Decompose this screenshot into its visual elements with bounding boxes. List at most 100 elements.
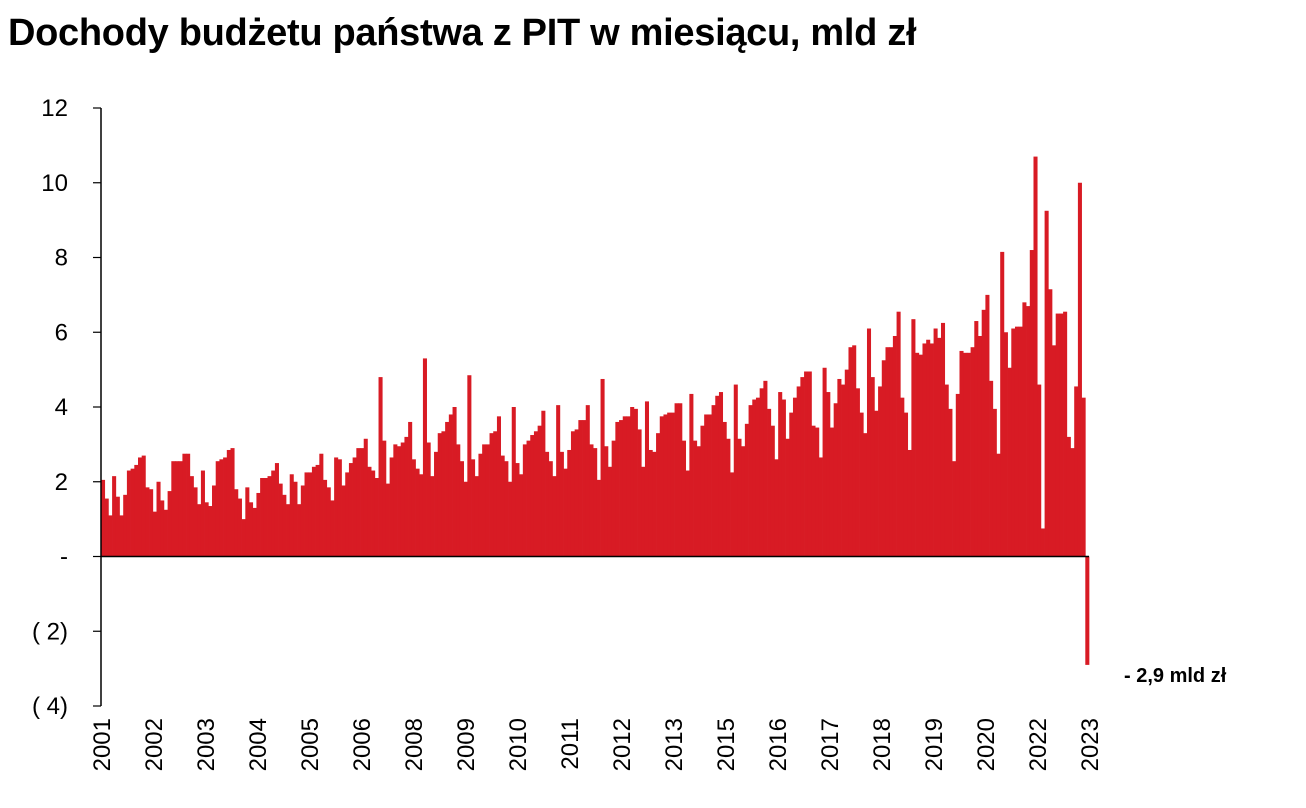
bar: [145, 487, 150, 557]
bar: [1059, 313, 1064, 557]
x-tick-label: 2001: [89, 718, 116, 771]
bar: [415, 468, 420, 557]
y-tick-label: 4: [55, 394, 68, 421]
bar: [733, 384, 738, 557]
bar: [297, 504, 302, 557]
bar: [633, 408, 638, 557]
bar: [596, 479, 601, 557]
bar: [989, 380, 994, 557]
x-tick-label: 2018: [869, 718, 896, 771]
bar: [926, 339, 931, 557]
bar: [474, 476, 479, 557]
bar: [552, 476, 557, 557]
x-tick-label: 2017: [817, 718, 844, 771]
bar: [974, 321, 979, 557]
bar: [378, 377, 383, 557]
y-tick-label: 12: [41, 95, 68, 122]
bar: [741, 446, 746, 557]
y-tick-label: 10: [41, 170, 68, 197]
bar: [755, 397, 761, 557]
bar: [781, 399, 786, 557]
bar: [108, 515, 113, 557]
bar: [559, 451, 564, 557]
bar: [175, 461, 180, 557]
bar: [855, 388, 860, 557]
bar: [996, 453, 1001, 557]
bar: [977, 335, 983, 557]
bar: [718, 392, 724, 557]
bar: [1077, 182, 1082, 557]
bar: [519, 474, 524, 557]
bar: [241, 519, 246, 557]
bar: [437, 433, 442, 557]
bar: [352, 457, 357, 557]
bar: [948, 408, 953, 557]
y-tick-label: ( 2): [32, 618, 68, 645]
bar: [119, 515, 124, 557]
bar: [881, 360, 886, 557]
bar: [604, 446, 609, 557]
bar: [434, 451, 439, 557]
bar: [1070, 448, 1075, 557]
bar: [178, 461, 183, 557]
bar: [848, 347, 853, 557]
bar: [915, 352, 920, 557]
y-tick-label: 2: [55, 469, 68, 496]
bar: [226, 449, 231, 557]
bar: [929, 343, 934, 557]
bar: [582, 420, 587, 557]
x-tick-label: 2023: [1077, 718, 1104, 771]
bar: [426, 442, 431, 557]
bar: [785, 438, 790, 557]
bar: [889, 347, 894, 557]
bar: [829, 427, 835, 557]
bar: [900, 397, 905, 557]
x-tick-label: 2012: [609, 718, 636, 771]
bar: [726, 438, 731, 557]
bar: [870, 377, 875, 557]
bar: [607, 466, 612, 557]
bar: [363, 438, 368, 557]
bar: [763, 380, 768, 557]
bar: [818, 457, 823, 557]
bar: [500, 455, 505, 557]
bar: [937, 337, 942, 557]
bar: [1037, 384, 1042, 557]
y-tick-label: -: [60, 544, 68, 571]
bar: [933, 328, 938, 557]
bar: [789, 412, 794, 557]
bar: [918, 354, 923, 557]
bar: [467, 375, 472, 557]
bar: [101, 479, 106, 557]
bar: [204, 502, 209, 557]
bar: [167, 491, 172, 557]
bar: [459, 461, 464, 557]
bar: [1040, 528, 1045, 557]
bar: [452, 407, 457, 557]
bar: [652, 451, 657, 557]
bar: [160, 500, 165, 557]
bar: [804, 371, 809, 557]
y-tick-label: 6: [55, 319, 68, 346]
bar: [271, 470, 276, 557]
bar: [448, 414, 453, 557]
bar: [822, 367, 827, 557]
bar: [152, 511, 157, 557]
x-tick-label: 2005: [297, 718, 324, 771]
bar: [1055, 313, 1060, 557]
bar: [393, 444, 398, 557]
bar: [319, 453, 324, 557]
bar: [678, 403, 683, 557]
bar: [493, 431, 498, 557]
bar: [489, 433, 494, 557]
bar: [748, 405, 753, 557]
bar: [237, 498, 242, 557]
y-axis: 12 10 8 6 4 2 - ( 2) ( 4): [32, 95, 102, 720]
x-tick-label: 2013: [661, 718, 688, 771]
bar: [778, 392, 783, 557]
bar: [112, 476, 117, 557]
bar: [548, 461, 553, 557]
bar: [274, 463, 279, 557]
bar: [345, 472, 350, 557]
bar: [892, 335, 897, 557]
